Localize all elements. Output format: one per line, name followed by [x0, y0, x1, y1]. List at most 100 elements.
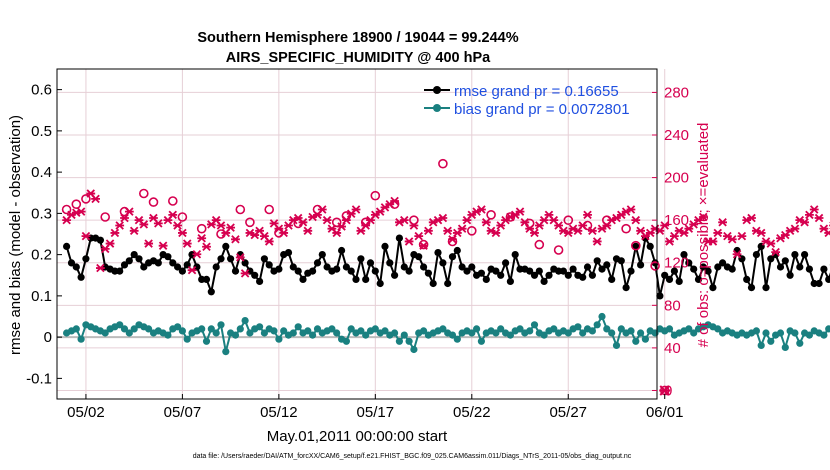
- y-left-tick-label: 0.5: [31, 123, 52, 140]
- bias-point: [791, 329, 799, 337]
- obs-evaluated-marker: [409, 221, 419, 230]
- obs-evaluated-marker: [771, 247, 781, 257]
- bias-point: [391, 329, 399, 337]
- rmse-point: [632, 242, 640, 250]
- bias-point: [762, 329, 770, 337]
- rmse-point: [545, 271, 553, 279]
- rmse-point: [395, 234, 403, 242]
- x-tick-label: 05/27: [549, 404, 587, 421]
- obs-evaluated-marker: [91, 194, 100, 204]
- obs-evaluated-marker: [168, 210, 178, 220]
- obs-evaluated-marker: [457, 224, 467, 233]
- rmse-point: [381, 242, 389, 250]
- x-tick-label: 05/17: [357, 404, 395, 421]
- rmse-point: [376, 279, 384, 288]
- bias-point: [805, 331, 814, 339]
- rmse-point: [338, 246, 346, 255]
- obs-evaluated-marker: [115, 221, 125, 230]
- rmse-point: [492, 267, 500, 275]
- bias-point: [530, 321, 539, 329]
- bias-point: [256, 323, 264, 331]
- y-left-tick-label: 0.4: [31, 164, 52, 181]
- obs-evaluated-marker: [139, 220, 149, 229]
- bias-point: [598, 312, 606, 321]
- obs-evaluated-marker: [718, 218, 727, 227]
- bias-point: [603, 325, 611, 333]
- bias-point: [690, 329, 698, 337]
- bias-point: [627, 327, 635, 335]
- rmse-point: [593, 257, 601, 265]
- obs-evaluated-marker: [317, 205, 327, 214]
- obs-possible-marker: [630, 240, 641, 251]
- obs-evaluated-marker: [81, 231, 91, 241]
- x-tick-label: 06/01: [646, 404, 684, 421]
- bias-point: [405, 337, 413, 345]
- rmse-point: [506, 277, 514, 285]
- rmse-point: [342, 263, 350, 271]
- rmse-point: [719, 259, 727, 267]
- bias-point: [342, 337, 350, 345]
- rmse-point: [424, 269, 432, 277]
- bias-point: [781, 343, 789, 351]
- obs-evaluated-marker: [626, 205, 636, 214]
- y-left-tick-label: 0.2: [31, 247, 52, 264]
- obs-evaluated-marker: [399, 215, 409, 225]
- rmse-point: [482, 275, 490, 283]
- rmse-point: [699, 263, 707, 271]
- rmse-point: [323, 263, 331, 271]
- y-axis-right-label: # of obs: o=possible; ×=evaluated: [695, 123, 712, 348]
- bias-point: [757, 341, 765, 349]
- obs-evaluated-marker: [419, 241, 428, 250]
- rmse-point: [130, 251, 138, 259]
- obs-evaluated-marker: [530, 228, 539, 238]
- rmse-point: [207, 288, 215, 296]
- bias-point: [574, 323, 582, 331]
- rmse-point: [284, 249, 293, 257]
- obs-possible-marker: [418, 239, 429, 250]
- obs-possible-marker: [81, 194, 91, 204]
- rmse-point: [299, 275, 307, 283]
- bias-point: [333, 329, 341, 337]
- bias-point: [222, 348, 230, 356]
- obs-possible-marker: [486, 210, 496, 220]
- bias-point: [174, 323, 182, 331]
- y-right-tick-label: 120: [664, 255, 689, 272]
- bias-point: [612, 341, 621, 349]
- obs-evaluated-marker: [448, 235, 457, 244]
- bias-point: [825, 325, 830, 333]
- bias-point: [477, 337, 485, 345]
- bias-point: [280, 327, 288, 335]
- x-tick-label: 05/02: [67, 404, 105, 421]
- obs-possible-marker: [168, 196, 178, 206]
- bias-point: [820, 331, 828, 339]
- obs-possible-marker: [370, 190, 381, 201]
- obs-evaluated-marker: [414, 231, 424, 241]
- obs-evaluated-marker: [756, 228, 766, 238]
- legend-rmse-marker: [433, 86, 441, 94]
- bias-point: [207, 325, 215, 333]
- bias-point: [550, 325, 558, 333]
- bias-point: [241, 317, 249, 325]
- bias-point: [328, 325, 336, 333]
- rmse-point: [511, 251, 519, 259]
- bias-point: [632, 337, 640, 345]
- obs-evaluated-marker: [120, 213, 129, 223]
- rmse-point: [352, 275, 360, 283]
- bias-point: [125, 329, 133, 337]
- y-left-tick-label: 0.6: [31, 82, 52, 99]
- bias-point: [516, 325, 524, 333]
- rmse-point: [825, 275, 830, 283]
- bias-point: [506, 331, 514, 339]
- bias-point: [579, 329, 587, 337]
- obs-evaluated-marker: [144, 239, 154, 248]
- obs-evaluated-marker: [105, 239, 115, 248]
- obs-evaluated-marker: [708, 237, 718, 246]
- legend: rmse grand pr = 0.16655 bias grand pr = …: [424, 83, 630, 118]
- obs-evaluated-marker: [341, 215, 351, 225]
- y-right-tick-label: 240: [664, 127, 689, 144]
- bias-point: [473, 325, 481, 333]
- y-right-tick-label: 200: [664, 170, 689, 187]
- chart-title-line1: Southern Hemisphere 18900 / 19044 = 99.2…: [197, 30, 518, 46]
- rmse-point: [448, 253, 457, 261]
